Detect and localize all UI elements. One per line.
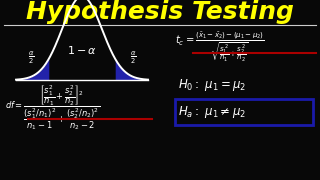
Text: $1-\alpha$: $1-\alpha$ bbox=[67, 44, 97, 56]
Text: $\frac{\alpha}{2}$: $\frac{\alpha}{2}$ bbox=[28, 50, 34, 66]
Text: Hypothesis Testing: Hypothesis Testing bbox=[26, 0, 294, 24]
Text: $H_a:\ \mu_1 \neq \mu_2$: $H_a:\ \mu_1 \neq \mu_2$ bbox=[178, 104, 246, 120]
Text: $H_0:\ \mu_1 = \mu_2$: $H_0:\ \mu_1 = \mu_2$ bbox=[178, 77, 246, 93]
Bar bbox=[175, 99, 313, 125]
Text: $\frac{\alpha}{2}$: $\frac{\alpha}{2}$ bbox=[130, 50, 136, 66]
Text: $df=\dfrac{\left[\dfrac{s_1^2}{n_1}+\dfrac{s_2^2}{n_2}\right]^{\!2}}{\dfrac{(s_1: $df=\dfrac{\left[\dfrac{s_1^2}{n_1}+\dfr… bbox=[5, 84, 101, 132]
Text: $t_c = \frac{(\bar{x}_1-\bar{x}_2)-(\mu_1-\mu_2)}{\sqrt{\dfrac{s_1^{\,2}}{n_1}+\: $t_c = \frac{(\bar{x}_1-\bar{x}_2)-(\mu_… bbox=[175, 30, 265, 64]
